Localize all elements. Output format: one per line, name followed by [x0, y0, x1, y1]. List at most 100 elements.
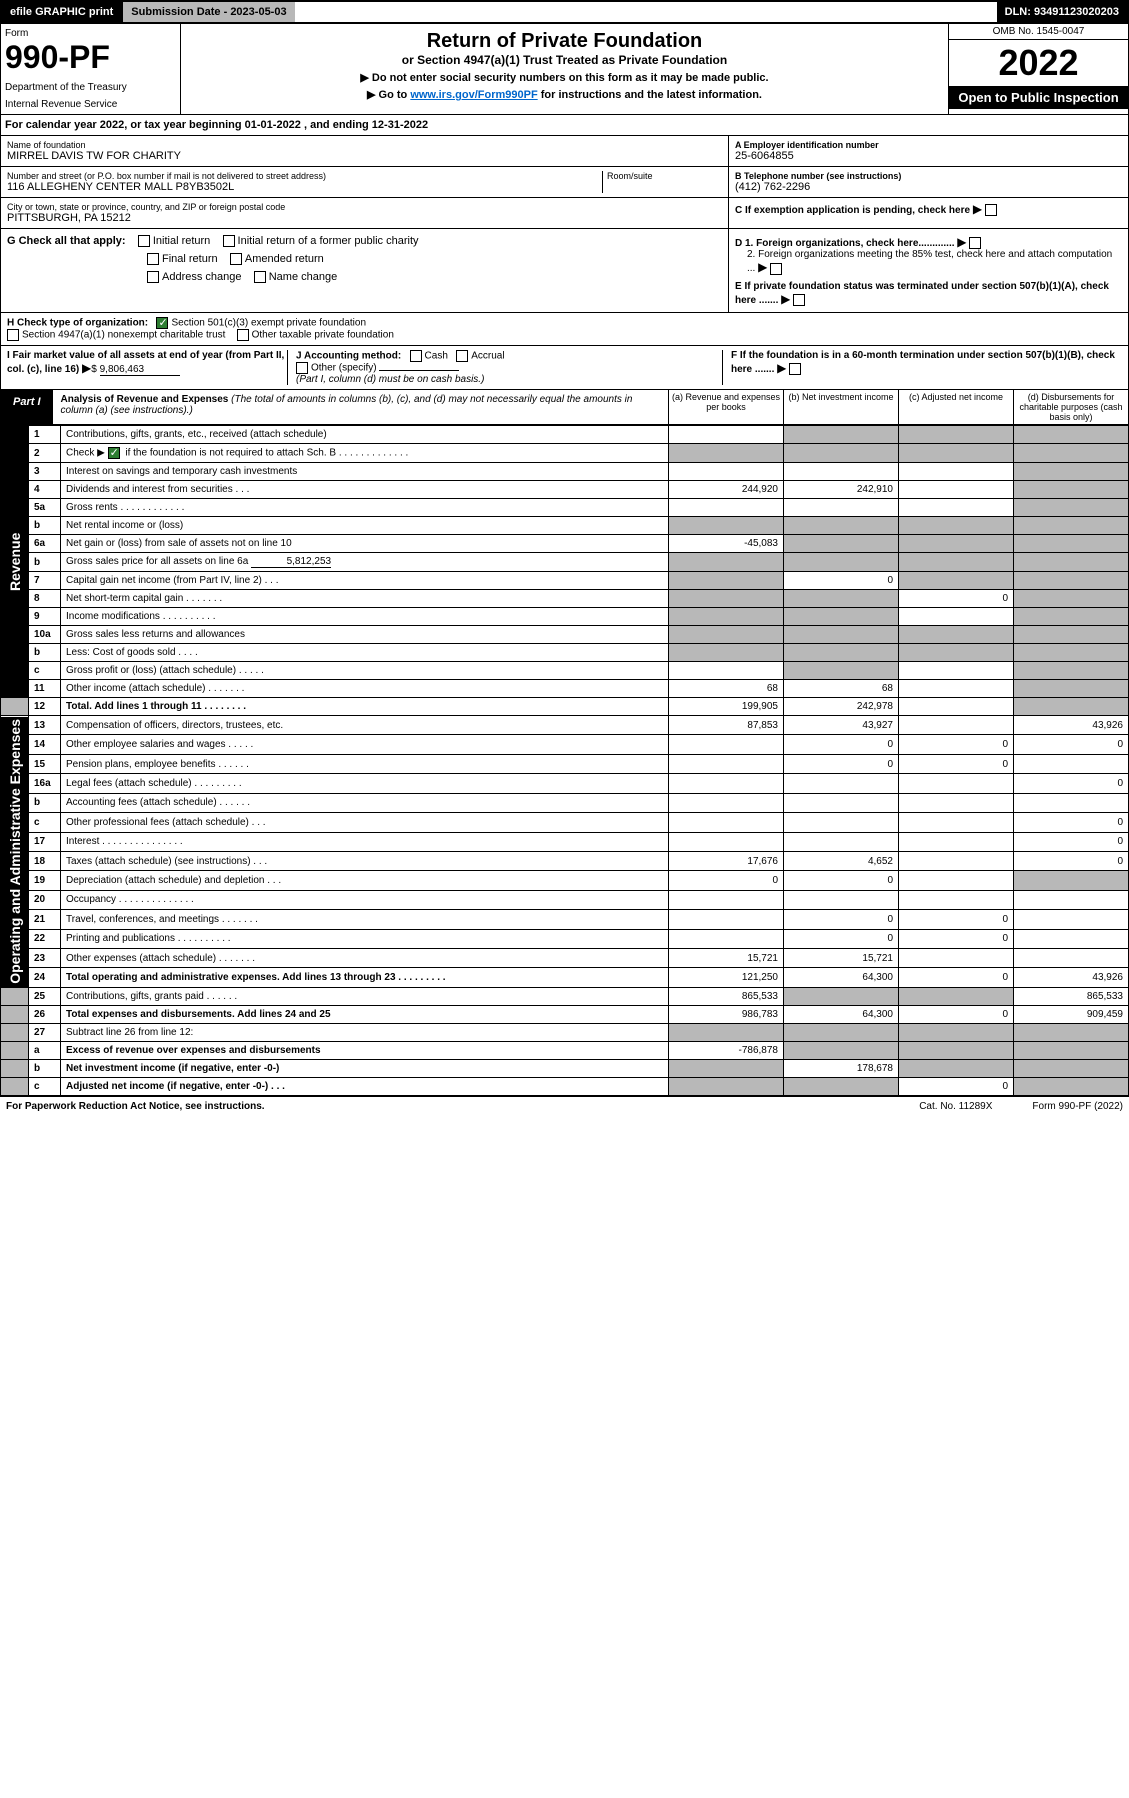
- table-row: 18Taxes (attach schedule) (see instructi…: [1, 851, 1129, 870]
- part-1-header: Part I Analysis of Revenue and Expenses …: [0, 390, 1129, 425]
- table-row: Operating and Administrative Expenses 13…: [1, 716, 1129, 735]
- table-row: Revenue 1Contributions, gifts, grants, e…: [1, 426, 1129, 444]
- table-row: bLess: Cost of goods sold . . . .: [1, 644, 1129, 662]
- table-row: 5aGross rents . . . . . . . . . . . .: [1, 499, 1129, 517]
- table-row: 6aNet gain or (loss) from sale of assets…: [1, 535, 1129, 553]
- table-row: 22Printing and publications . . . . . . …: [1, 929, 1129, 948]
- checkbox-cash[interactable]: [410, 350, 422, 362]
- form-number: 990-PF: [5, 39, 176, 76]
- table-row: 4Dividends and interest from securities …: [1, 481, 1129, 499]
- cat-number: Cat. No. 11289X: [919, 1101, 992, 1112]
- table-row: 14Other employee salaries and wages . . …: [1, 735, 1129, 754]
- checkbox-initial-former[interactable]: [223, 235, 235, 247]
- form-number-block: Form 990-PF Department of the Treasury I…: [1, 24, 181, 114]
- section-i-j-row: I Fair market value of all assets at end…: [0, 346, 1129, 390]
- checkbox-accrual[interactable]: [456, 350, 468, 362]
- phone-value: (412) 762-2296: [735, 181, 1122, 193]
- table-row: bGross sales price for all assets on lin…: [1, 553, 1129, 572]
- table-row: 21Travel, conferences, and meetings . . …: [1, 910, 1129, 929]
- table-row: 8Net short-term capital gain . . . . . .…: [1, 590, 1129, 608]
- table-row: 25Contributions, gifts, grants paid . . …: [1, 987, 1129, 1005]
- foundation-name: MIRREL DAVIS TW FOR CHARITY: [7, 150, 722, 162]
- top-bar: efile GRAPHIC print Submission Date - 20…: [0, 0, 1129, 24]
- checkbox-name-change[interactable]: [254, 271, 266, 283]
- table-row: cGross profit or (loss) (attach schedule…: [1, 662, 1129, 680]
- g-label: G Check all that apply:: [7, 235, 126, 247]
- table-row: 17Interest . . . . . . . . . . . . . . .…: [1, 832, 1129, 851]
- table-row: 23Other expenses (attach schedule) . . .…: [1, 948, 1129, 967]
- form-subtitle: or Section 4947(a)(1) Trust Treated as P…: [187, 53, 942, 67]
- fmv-value: 9,806,463: [100, 364, 180, 376]
- room-label: Room/suite: [607, 171, 722, 181]
- d1-label: D 1. Foreign organizations, check here..…: [735, 238, 955, 249]
- part-1-title: Analysis of Revenue and Expenses: [61, 394, 229, 405]
- section-g-row: G Check all that apply: Initial return I…: [0, 229, 1129, 313]
- checkbox-address-change[interactable]: [147, 271, 159, 283]
- table-row: 9Income modifications . . . . . . . . . …: [1, 608, 1129, 626]
- col-a-header: (a) Revenue and expenses per books: [668, 390, 783, 424]
- checkbox-501c3[interactable]: [156, 317, 168, 329]
- table-row: 27Subtract line 26 from line 12:: [1, 1023, 1129, 1041]
- table-row: 20Occupancy . . . . . . . . . . . . . .: [1, 890, 1129, 909]
- expenses-side-label: Operating and Administrative Expenses: [1, 716, 29, 988]
- form-ref: Form 990-PF (2022): [1032, 1101, 1123, 1112]
- address-label: Number and street (or P.O. box number if…: [7, 171, 602, 181]
- ssn-warning: ▶ Do not enter social security numbers o…: [187, 71, 942, 84]
- table-row: 12Total. Add lines 1 through 11 . . . . …: [1, 698, 1129, 716]
- table-row: 26Total expenses and disbursements. Add …: [1, 1005, 1129, 1023]
- ein-value: 25-6064855: [735, 150, 1122, 162]
- col-c-header: (c) Adjusted net income: [898, 390, 1013, 424]
- paperwork-notice: For Paperwork Reduction Act Notice, see …: [6, 1101, 265, 1112]
- revenue-expense-table: Revenue 1Contributions, gifts, grants, e…: [0, 425, 1129, 1096]
- checkbox-d2[interactable]: [770, 263, 782, 275]
- table-row: 16aLegal fees (attach schedule) . . . . …: [1, 774, 1129, 793]
- dept-treasury: Department of the Treasury: [5, 82, 176, 93]
- checkbox-amended-return[interactable]: [230, 253, 242, 265]
- checkbox-initial-return[interactable]: [138, 235, 150, 247]
- year-block: OMB No. 1545-0047 2022 Open to Public In…: [948, 24, 1128, 114]
- form-title-block: Return of Private Foundation or Section …: [181, 24, 948, 114]
- table-row: bAccounting fees (attach schedule) . . .…: [1, 793, 1129, 812]
- table-row: bNet rental income or (loss): [1, 517, 1129, 535]
- table-row: cAdjusted net income (if negative, enter…: [1, 1077, 1129, 1095]
- j-label: J Accounting method:: [296, 351, 401, 362]
- table-row: 7Capital gain net income (from Part IV, …: [1, 572, 1129, 590]
- city-value: PITTSBURGH, PA 15212: [7, 212, 722, 224]
- irs-label: Internal Revenue Service: [5, 99, 176, 110]
- checkbox-f[interactable]: [789, 363, 801, 375]
- checkbox-d1[interactable]: [969, 237, 981, 249]
- submission-date: Submission Date - 2023-05-03: [121, 2, 294, 22]
- form-label: Form: [5, 28, 176, 39]
- table-row: 15Pension plans, employee benefits . . .…: [1, 754, 1129, 773]
- table-row: 10aGross sales less returns and allowanc…: [1, 626, 1129, 644]
- col-d-header: (d) Disbursements for charitable purpose…: [1013, 390, 1128, 424]
- checkbox-4947[interactable]: [7, 329, 19, 341]
- checkbox-e[interactable]: [793, 294, 805, 306]
- h-label: H Check type of organization:: [7, 318, 148, 329]
- checkbox-sch-b[interactable]: [108, 447, 120, 459]
- efile-label[interactable]: efile GRAPHIC print: [2, 2, 121, 22]
- table-row: 3Interest on savings and temporary cash …: [1, 463, 1129, 481]
- ein-label: A Employer identification number: [735, 140, 1122, 150]
- dln-label: DLN: 93491123020203: [997, 2, 1127, 22]
- checkbox-c[interactable]: [985, 204, 997, 216]
- checkbox-other-taxable[interactable]: [237, 329, 249, 341]
- phone-label: B Telephone number (see instructions): [735, 171, 1122, 181]
- table-row: bNet investment income (if negative, ent…: [1, 1059, 1129, 1077]
- checkbox-other-method[interactable]: [296, 362, 308, 374]
- e-label: E If private foundation status was termi…: [735, 281, 1109, 306]
- col-b-header: (b) Net investment income: [783, 390, 898, 424]
- table-row: 11Other income (attach schedule) . . . .…: [1, 680, 1129, 698]
- form-header: Form 990-PF Department of the Treasury I…: [0, 24, 1129, 115]
- table-row: 2Check ▶ if the foundation is not requir…: [1, 444, 1129, 463]
- table-row: aExcess of revenue over expenses and dis…: [1, 1041, 1129, 1059]
- address-value: 116 ALLEGHENY CENTER MALL P8YB3502L: [7, 181, 602, 193]
- instructions-link[interactable]: www.irs.gov/Form990PF: [410, 89, 537, 101]
- open-public-badge: Open to Public Inspection: [949, 86, 1128, 109]
- revenue-side-label: Revenue: [1, 426, 29, 698]
- j-note: (Part I, column (d) must be on cash basi…: [296, 374, 484, 385]
- checkbox-final-return[interactable]: [147, 253, 159, 265]
- table-row: cOther professional fees (attach schedul…: [1, 813, 1129, 832]
- instructions-note: ▶ Go to www.irs.gov/Form990PF for instru…: [187, 88, 942, 101]
- arrow-icon: ▶: [973, 202, 986, 216]
